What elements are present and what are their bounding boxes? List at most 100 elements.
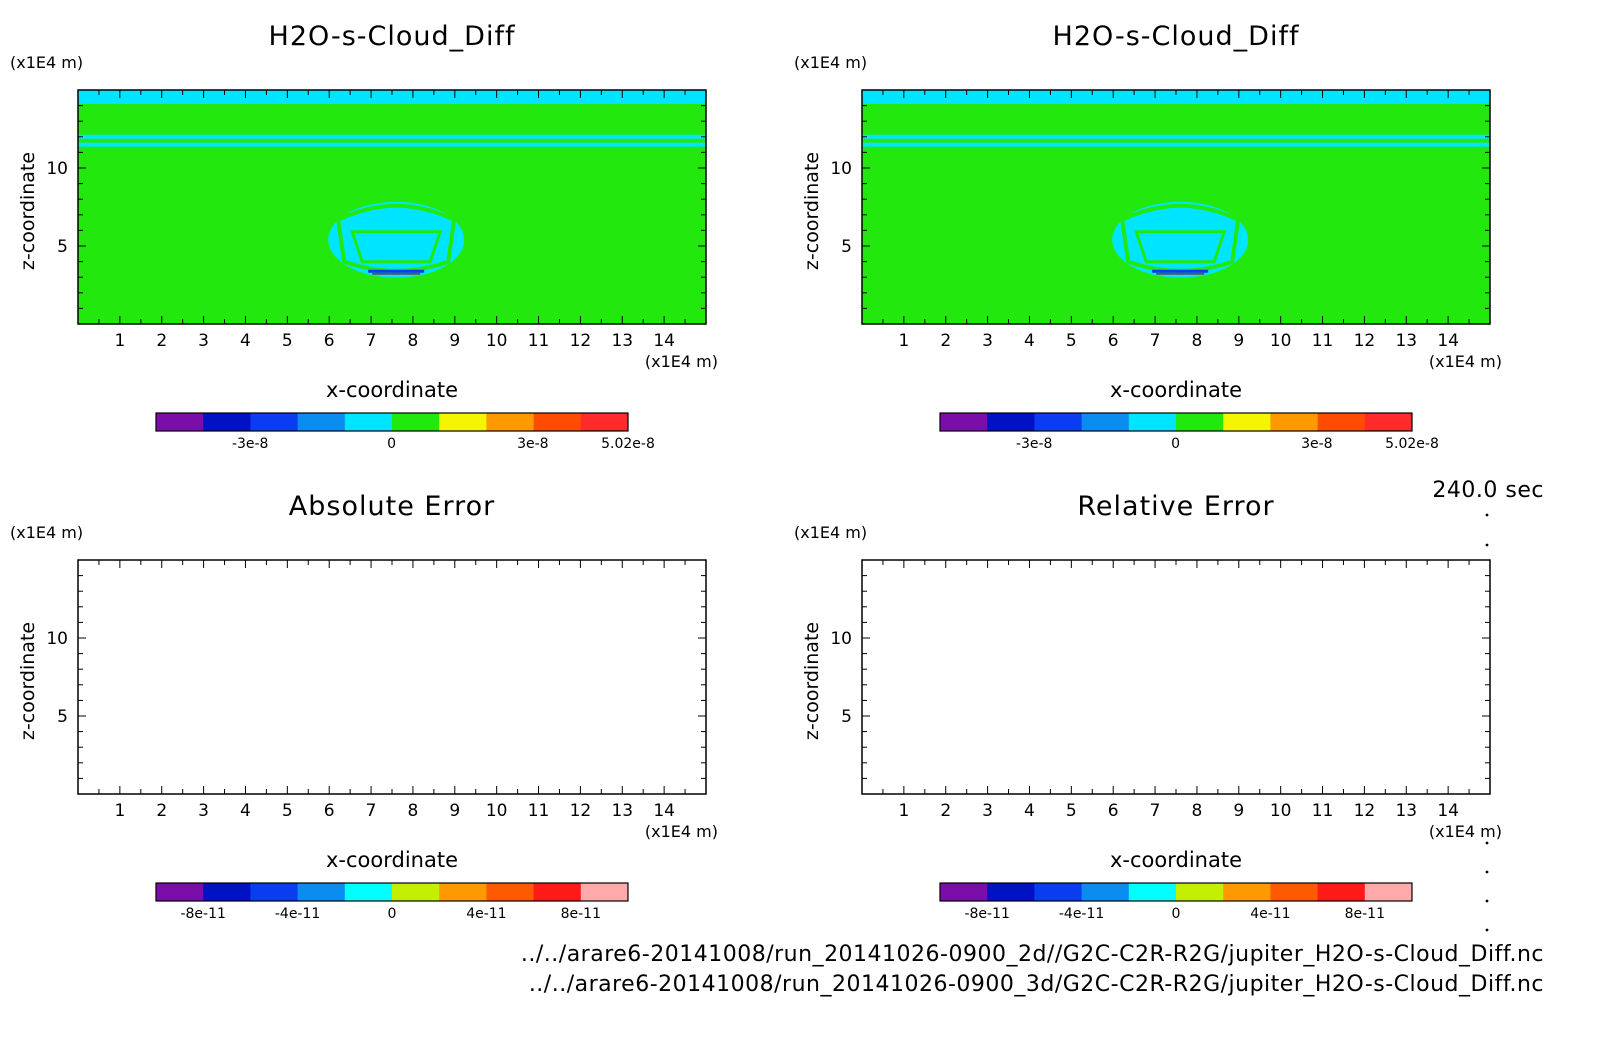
cloud-contour bbox=[336, 203, 457, 273]
x-tick-label: 5 bbox=[1066, 331, 1077, 351]
colorbar-segment bbox=[344, 883, 393, 901]
x-tick-label: 1 bbox=[114, 801, 125, 821]
x-tick-label: 10 bbox=[486, 801, 508, 821]
colorbar-segment bbox=[1034, 883, 1083, 901]
x-tick-label: 4 bbox=[1024, 331, 1035, 351]
cloud-contour bbox=[1134, 230, 1227, 264]
chart-panel-2: H2O-s-Cloud_Diff(x1E4 m)1 2 3 4 5 6 7 8 9 10 11 12 1… bbox=[794, 21, 1502, 452]
colorbar-tick-label: 0 bbox=[1172, 906, 1181, 922]
colorbar-segment bbox=[297, 413, 346, 431]
colorbar-tick-label: -4e-11 bbox=[275, 906, 320, 922]
colorbar-segment bbox=[250, 413, 299, 431]
x-tick-label: 6 bbox=[1108, 331, 1119, 351]
y-tick-label: 10 bbox=[830, 159, 852, 179]
cloud-contour bbox=[1120, 203, 1241, 273]
colorbar-tick-label: 5.02e-8 bbox=[1385, 436, 1439, 452]
chart-title: Relative Error bbox=[1077, 491, 1274, 522]
y-axis-label: z-coordinate bbox=[801, 152, 823, 270]
colorbar-segment bbox=[1081, 413, 1130, 431]
x-tick-label: 11 bbox=[1312, 331, 1334, 351]
y-tick-label: 5 bbox=[841, 237, 852, 257]
colorbar-segment bbox=[156, 883, 204, 901]
colorbar-segment bbox=[1223, 883, 1271, 901]
colorbar-frame bbox=[155, 412, 629, 432]
file-path-2d: ../../arare6-20141008/run_20141026-0900_… bbox=[520, 942, 1544, 967]
colorbar-segment bbox=[1317, 883, 1366, 901]
colorbar-tick-label: 4e-11 bbox=[466, 906, 506, 922]
y-unit-label: (x1E4 m) bbox=[794, 523, 867, 542]
x-tick-label: 8 bbox=[408, 801, 419, 821]
colorbar-tick-label: 0 bbox=[1171, 436, 1180, 452]
x-tick-label: 7 bbox=[366, 801, 377, 821]
colorbar-segment bbox=[1176, 883, 1224, 901]
colorbar-segment bbox=[580, 883, 629, 901]
colorbar-segment bbox=[1081, 883, 1130, 901]
colorbar-tick-label: -8e-11 bbox=[964, 906, 1009, 922]
colorbar-segment bbox=[1128, 413, 1177, 431]
cloud-contour bbox=[350, 230, 443, 264]
x-tick-label: 10 bbox=[1270, 331, 1292, 351]
x-tick-label: 6 bbox=[324, 331, 335, 351]
margin-dot bbox=[1485, 928, 1489, 932]
x-axis-label: x-coordinate bbox=[1110, 378, 1242, 402]
x-unit-label: (x1E4 m) bbox=[1429, 822, 1502, 841]
x-tick-label: 2 bbox=[156, 331, 167, 351]
y-tick-label: 5 bbox=[841, 707, 852, 727]
margin-dot bbox=[1485, 513, 1489, 517]
x-tick-label: 3 bbox=[198, 331, 209, 351]
colorbar-tick-label: 4e-11 bbox=[1250, 906, 1290, 922]
colorbar-tick-label: 0 bbox=[388, 906, 397, 922]
x-tick-label: 14 bbox=[1437, 331, 1459, 351]
colorbar-frame bbox=[939, 882, 1413, 902]
y-tick-label: 10 bbox=[46, 159, 68, 179]
colorbar-segment bbox=[392, 413, 440, 431]
y-unit-label: (x1E4 m) bbox=[794, 53, 867, 72]
x-tick-label: 7 bbox=[1150, 801, 1161, 821]
y-axis-label: z-coordinate bbox=[17, 152, 39, 270]
colorbar-segment bbox=[1223, 413, 1271, 431]
chart-title: H2O-s-Cloud_Diff bbox=[269, 21, 516, 52]
colorbar-segment bbox=[1317, 413, 1366, 431]
x-tick-label: 13 bbox=[1395, 801, 1417, 821]
x-tick-label: 8 bbox=[1192, 331, 1203, 351]
x-tick-label: 9 bbox=[1233, 331, 1244, 351]
chart-panel-4: Relative Error(x1E4 m)1 2 3 4 5 6 7 8 9 10 11 12 13 1… bbox=[794, 491, 1502, 922]
colorbar-frame bbox=[155, 882, 629, 902]
x-tick-label: 7 bbox=[366, 331, 377, 351]
colorbar-tick-label: -3e-8 bbox=[232, 436, 269, 452]
colorbar-tick-label: -8e-11 bbox=[180, 906, 225, 922]
colorbar-segment bbox=[533, 883, 582, 901]
colorbar-segment bbox=[392, 883, 440, 901]
x-tick-label: 13 bbox=[1395, 331, 1417, 351]
x-tick-label: 3 bbox=[982, 331, 993, 351]
margin-dot bbox=[1485, 543, 1489, 547]
colorbar-frame bbox=[939, 412, 1413, 432]
x-axis-label: x-coordinate bbox=[326, 848, 458, 872]
x-axis-label: x-coordinate bbox=[1110, 848, 1242, 872]
margin-dot bbox=[1485, 899, 1489, 903]
x-tick-label: 5 bbox=[282, 801, 293, 821]
plot-frame bbox=[861, 559, 1491, 795]
x-unit-label: (x1E4 m) bbox=[1429, 352, 1502, 371]
x-tick-label: 6 bbox=[324, 801, 335, 821]
colorbar-segment bbox=[987, 883, 1035, 901]
cloud-base-line bbox=[1152, 269, 1209, 273]
y-tick-label: 5 bbox=[57, 707, 68, 727]
file-path-3d: ../../arare6-20141008/run_20141026-0900_… bbox=[528, 972, 1544, 997]
x-tick-label: 11 bbox=[528, 331, 550, 351]
colorbar-segment bbox=[486, 883, 535, 901]
colorbar-segment bbox=[1364, 413, 1413, 431]
x-tick-label: 13 bbox=[611, 801, 633, 821]
y-tick-label: 10 bbox=[46, 629, 68, 649]
x-tick-label: 14 bbox=[653, 331, 675, 351]
colorbar-segment bbox=[486, 413, 535, 431]
cloud-core bbox=[362, 236, 431, 253]
y-axis-label: z-coordinate bbox=[801, 622, 823, 740]
x-tick-label: 2 bbox=[156, 801, 167, 821]
x-tick-label: 3 bbox=[982, 801, 993, 821]
colorbar-segment bbox=[1176, 413, 1224, 431]
colorbar-tick-label: -3e-8 bbox=[1016, 436, 1053, 452]
cloud-core bbox=[1146, 236, 1215, 253]
chart-panel-1: H2O-s-Cloud_Diff(x1E4 m)1 2 3 4 5 6 7 8 9 10 11 12 1… bbox=[10, 21, 718, 452]
